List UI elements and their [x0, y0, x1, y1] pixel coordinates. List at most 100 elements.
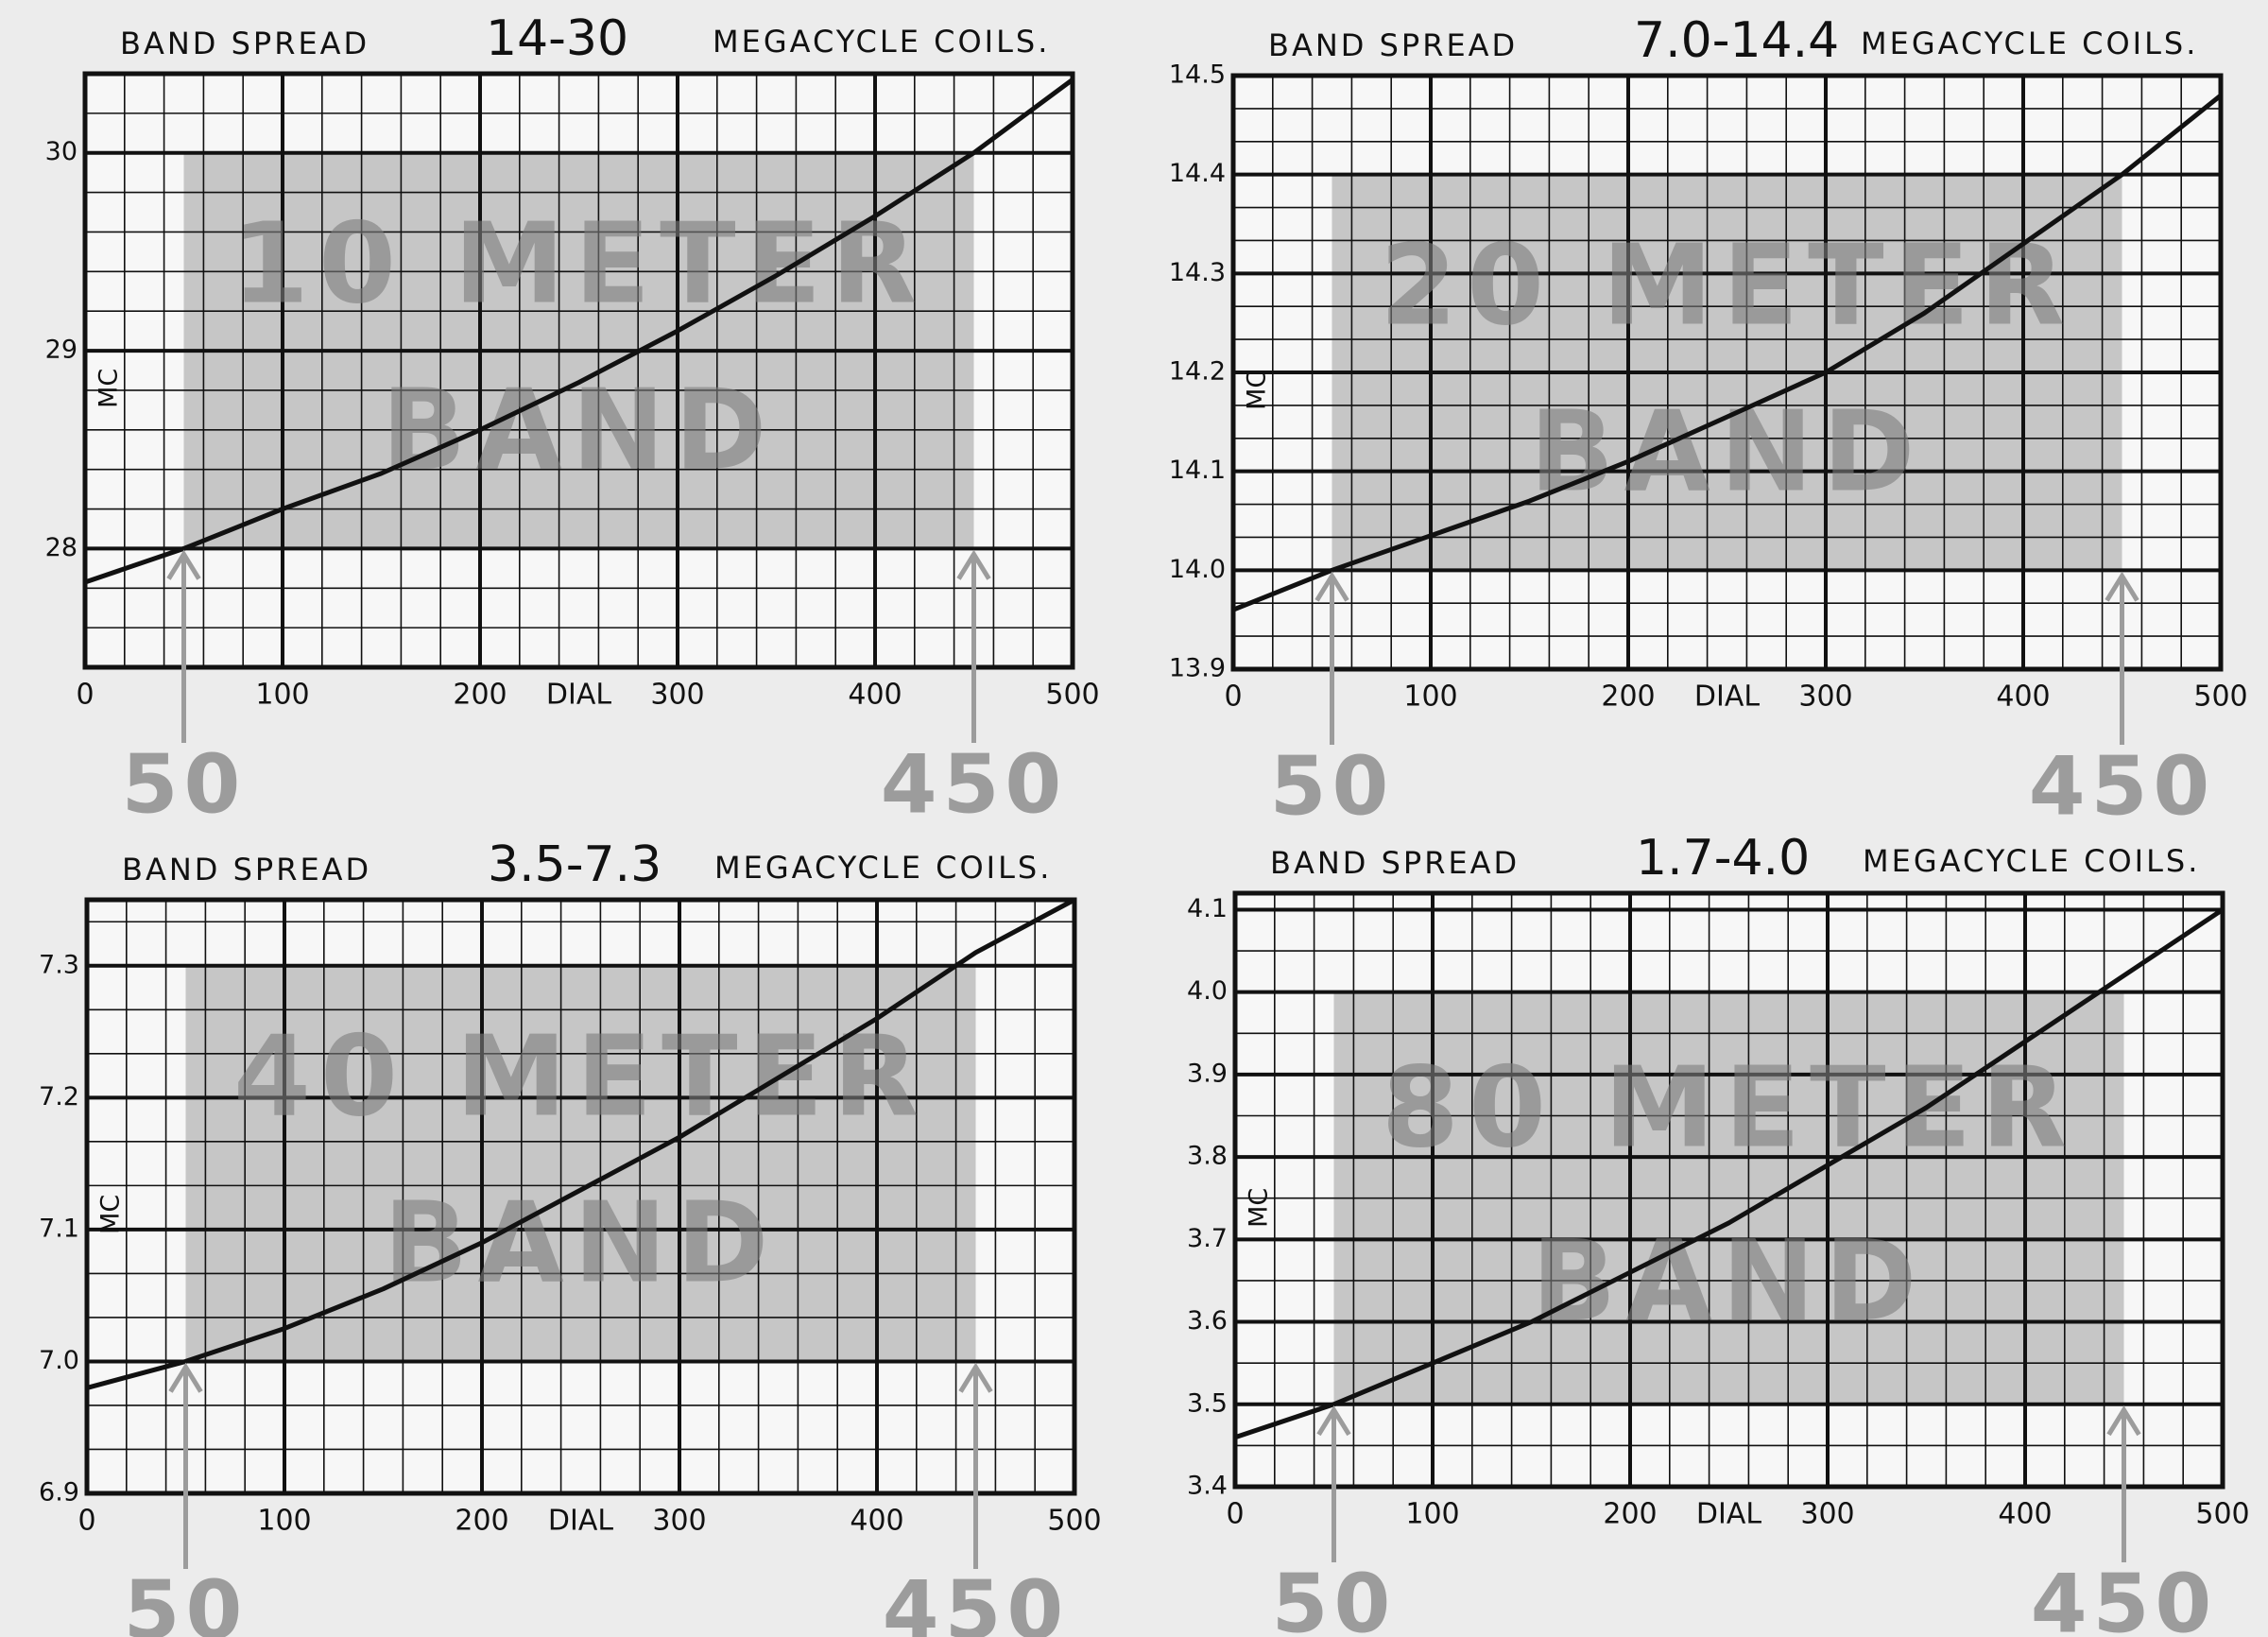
marker-label: 450: [881, 737, 1068, 832]
y-tick-label: 7.3: [39, 950, 79, 979]
band-watermark: BAND: [1530, 386, 1925, 516]
marker-label: 50: [1272, 1557, 1397, 1637]
plot-border: [84, 897, 1077, 1496]
x-tick-label: 400: [1996, 681, 2050, 714]
x-tick-label: 100: [1405, 1498, 1459, 1531]
marker-arrow: [958, 1362, 993, 1569]
y-tick-label: 14.3: [1169, 258, 1226, 287]
x-axis-label: DIAL: [1696, 1498, 1761, 1531]
y-tick-label: 14.4: [1169, 159, 1226, 188]
plot-border: [1232, 890, 2225, 1490]
y-tick-label: 3.8: [1187, 1142, 1228, 1171]
x-tick-label: 0: [1224, 681, 1242, 714]
marker-label: 50: [124, 1563, 249, 1637]
y-axis-label: MC: [1245, 1188, 1274, 1228]
shaded-band: [185, 965, 976, 1362]
x-tick-label: 0: [77, 1505, 95, 1538]
marker-arrow: [956, 549, 991, 743]
title-right: MEGACYCLE COILS.: [1863, 843, 2200, 879]
y-tick-label: 3.9: [1187, 1059, 1228, 1088]
y-tick-label: 6.9: [39, 1478, 79, 1508]
y-tick-label: 14.2: [1169, 357, 1226, 387]
x-tick-label: 0: [76, 679, 94, 712]
title-left: BAND SPREAD: [1268, 27, 1518, 63]
y-tick-label: 3.5: [1187, 1388, 1228, 1418]
curve: [1234, 907, 2225, 1440]
band-watermark: 80 METER: [1382, 1043, 2076, 1173]
y-tick-label: 4.0: [1187, 976, 1228, 1006]
marker-arrow: [168, 1362, 203, 1569]
x-tick-label: 100: [257, 1505, 311, 1538]
x-tick-label: 300: [1798, 681, 1852, 714]
y-tick-label: 14.1: [1169, 456, 1226, 485]
chart-title: 14-30: [486, 10, 628, 67]
marker-label: 450: [883, 1563, 1070, 1637]
curve: [86, 897, 1076, 1390]
y-axis-label: MC: [1243, 370, 1272, 410]
y-tick-label: 14.0: [1169, 555, 1226, 584]
marker-arrow: [166, 549, 201, 743]
x-tick-label: 500: [2195, 1498, 2249, 1531]
marker-label: 450: [2029, 739, 2216, 834]
y-tick-label: 29: [45, 336, 77, 365]
band-watermark: 20 METER: [1380, 219, 2074, 350]
y-tick-label: 7.1: [39, 1214, 79, 1243]
y-tick-label: 7.2: [39, 1082, 79, 1111]
x-axis-label: DIAL: [1694, 681, 1760, 714]
x-tick-label: 200: [455, 1505, 508, 1538]
marker-arrow: [2105, 571, 2139, 745]
band-watermark: 10 METER: [232, 198, 926, 329]
marker-label: 450: [2031, 1557, 2218, 1637]
x-tick-label: 300: [1800, 1498, 1854, 1531]
chart-title: 7.0-14.4: [1634, 12, 1839, 69]
title-right: MEGACYCLE COILS.: [713, 24, 1050, 60]
plot-border: [1230, 73, 2224, 672]
band-watermark: BAND: [1532, 1215, 1927, 1346]
y-tick-label: 4.1: [1187, 894, 1228, 923]
x-tick-label: 400: [850, 1505, 903, 1538]
marker-arrow: [1314, 571, 1349, 745]
title-left: BAND SPREAD: [122, 852, 371, 887]
x-tick-label: 400: [848, 679, 902, 712]
x-tick-label: 200: [1601, 681, 1655, 714]
x-tick-label: 500: [2193, 681, 2247, 714]
marker-arrow: [2106, 1405, 2141, 1562]
marker-label: 50: [122, 737, 247, 832]
marker-arrow: [1316, 1405, 1351, 1562]
y-tick-label: 3.4: [1187, 1472, 1228, 1501]
marker-label: 50: [1270, 739, 1395, 834]
x-tick-label: 100: [1403, 681, 1457, 714]
y-tick-label: 3.7: [1187, 1224, 1228, 1253]
y-axis-label: MC: [96, 1195, 126, 1234]
x-axis-label: DIAL: [546, 679, 611, 712]
chart-title: 3.5-7.3: [488, 836, 662, 893]
x-tick-label: 300: [650, 679, 704, 712]
y-tick-label: 3.6: [1187, 1306, 1228, 1335]
y-tick-label: 30: [45, 137, 77, 166]
x-tick-label: 500: [1047, 1505, 1101, 1538]
x-tick-label: 200: [453, 679, 507, 712]
title-right: MEGACYCLE COILS.: [714, 850, 1052, 886]
y-axis-label: MC: [94, 369, 124, 408]
chart-title: 1.7-4.0: [1636, 830, 1810, 887]
title-right: MEGACYCLE COILS.: [1861, 26, 2198, 61]
curve: [1232, 93, 2223, 612]
curve: [84, 78, 1074, 585]
title-left: BAND SPREAD: [1270, 845, 1520, 881]
plot-border: [82, 71, 1075, 670]
x-tick-label: 300: [652, 1505, 706, 1538]
x-tick-label: 0: [1226, 1498, 1244, 1531]
band-watermark: 40 METER: [233, 1011, 928, 1142]
x-axis-label: DIAL: [548, 1505, 613, 1538]
y-tick-label: 13.9: [1169, 654, 1226, 683]
y-tick-label: 7.0: [39, 1346, 79, 1375]
x-tick-label: 200: [1603, 1498, 1657, 1531]
y-tick-label: 28: [45, 533, 77, 562]
x-tick-label: 500: [1045, 679, 1099, 712]
y-tick-label: 14.5: [1169, 60, 1226, 90]
title-left: BAND SPREAD: [120, 26, 369, 61]
band-watermark: BAND: [384, 1177, 779, 1307]
x-tick-label: 100: [255, 679, 309, 712]
